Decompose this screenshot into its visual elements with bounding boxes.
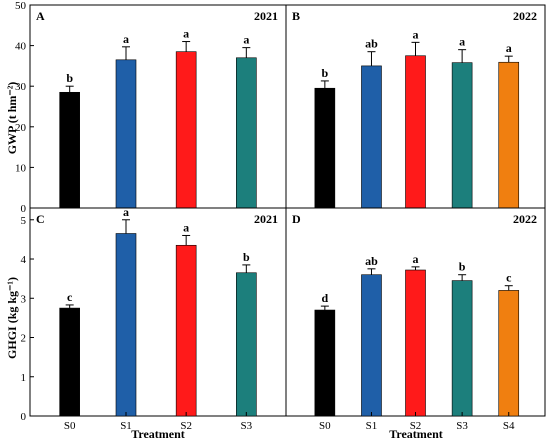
gwp-y-axis-title: GWP (t hm⁻²) (5, 82, 19, 155)
significance-letter: a (123, 32, 129, 46)
bar-s2 (175, 51, 197, 209)
panel-d: D 2022 d S0 ab S1 a S2 b S3 c S4 (285, 207, 546, 432)
bar-s1 (115, 233, 137, 417)
y-tick-label: 40 (15, 41, 27, 53)
panel-c-letter: C (36, 212, 45, 226)
y-tick-label: 3 (21, 293, 27, 305)
significance-letter: a (123, 205, 129, 219)
panel-c: 0 1 2 3 4 5 C 2021 c S0 a S1 a S2 b S3 (21, 205, 287, 432)
ghgi-y-axis-title: GHGI (kg kg⁻¹) (5, 277, 19, 359)
significance-letter: a (413, 252, 419, 266)
panel-b-year: 2022 (513, 9, 537, 23)
bar-s0 (59, 91, 80, 209)
y-tick-label: 20 (15, 122, 27, 134)
bar-s1 (115, 59, 137, 209)
y-tick-label: 2 (21, 333, 27, 345)
y-tick-label: 5 (21, 215, 27, 227)
significance-letter: b (322, 66, 329, 80)
x-axis-title-right: Treatment (389, 427, 443, 441)
y-tick-label: 4 (21, 254, 27, 266)
panel-a-letter: A (36, 9, 45, 23)
bar-s3 (451, 62, 473, 209)
significance-letter: ab (365, 37, 378, 51)
panel-a: 0 10 20 30 40 50 A 2021 b a a a (15, 0, 287, 215)
bar-s3 (451, 280, 473, 417)
x-tick-label: S3 (456, 420, 468, 432)
y-tick-label: 50 (15, 0, 27, 12)
bar-s2 (405, 269, 426, 417)
panel-a-year: 2021 (254, 9, 278, 23)
panel-d-letter: D (292, 212, 301, 226)
y-tick-label: 30 (15, 81, 27, 93)
bar-s1 (361, 274, 382, 417)
bar-s1 (361, 65, 382, 209)
y-tick-label: 10 (15, 162, 27, 174)
significance-letter: b (66, 71, 73, 85)
y-tick-label: 1 (21, 372, 27, 384)
bar-s2 (405, 55, 426, 209)
significance-letter: c (67, 290, 73, 304)
bar-s2 (175, 244, 197, 417)
significance-letter: a (183, 27, 189, 41)
significance-letter: a (459, 35, 465, 49)
panel-b: B 2022 b ab a a a (285, 4, 546, 209)
y-tick-label: 0 (21, 203, 27, 215)
significance-letter: a (243, 33, 249, 47)
significance-letter: b (459, 260, 466, 274)
bar-s4 (498, 61, 520, 209)
significance-letter: a (413, 27, 419, 41)
x-tick-label: S0 (319, 420, 331, 432)
x-tick-label: S3 (241, 420, 253, 432)
x-tick-label: S2 (410, 420, 422, 432)
panel-d-year: 2022 (513, 212, 537, 226)
bar-s0 (314, 309, 336, 417)
panel-c-year: 2021 (254, 212, 278, 226)
significance-letter: b (243, 250, 250, 264)
x-tick-label: S0 (64, 420, 76, 432)
x-axis-title-left: Treatment (131, 427, 185, 441)
x-tick-label: S1 (120, 420, 132, 432)
bar-s3 (236, 57, 257, 209)
significance-letter: a (506, 41, 512, 55)
bar-s0 (314, 87, 336, 209)
bar-s3 (236, 272, 257, 417)
significance-letter: a (183, 220, 189, 234)
x-tick-label: S1 (366, 420, 378, 432)
significance-letter: c (506, 271, 512, 285)
x-tick-label: S2 (180, 420, 192, 432)
bar-s4 (498, 290, 520, 417)
significance-letter: d (322, 291, 329, 305)
significance-letter: ab (365, 254, 378, 268)
x-tick-label: S4 (503, 420, 515, 432)
bar-s0 (59, 307, 80, 417)
y-tick-label: 0 (21, 411, 27, 423)
panel-b-letter: B (292, 9, 300, 23)
